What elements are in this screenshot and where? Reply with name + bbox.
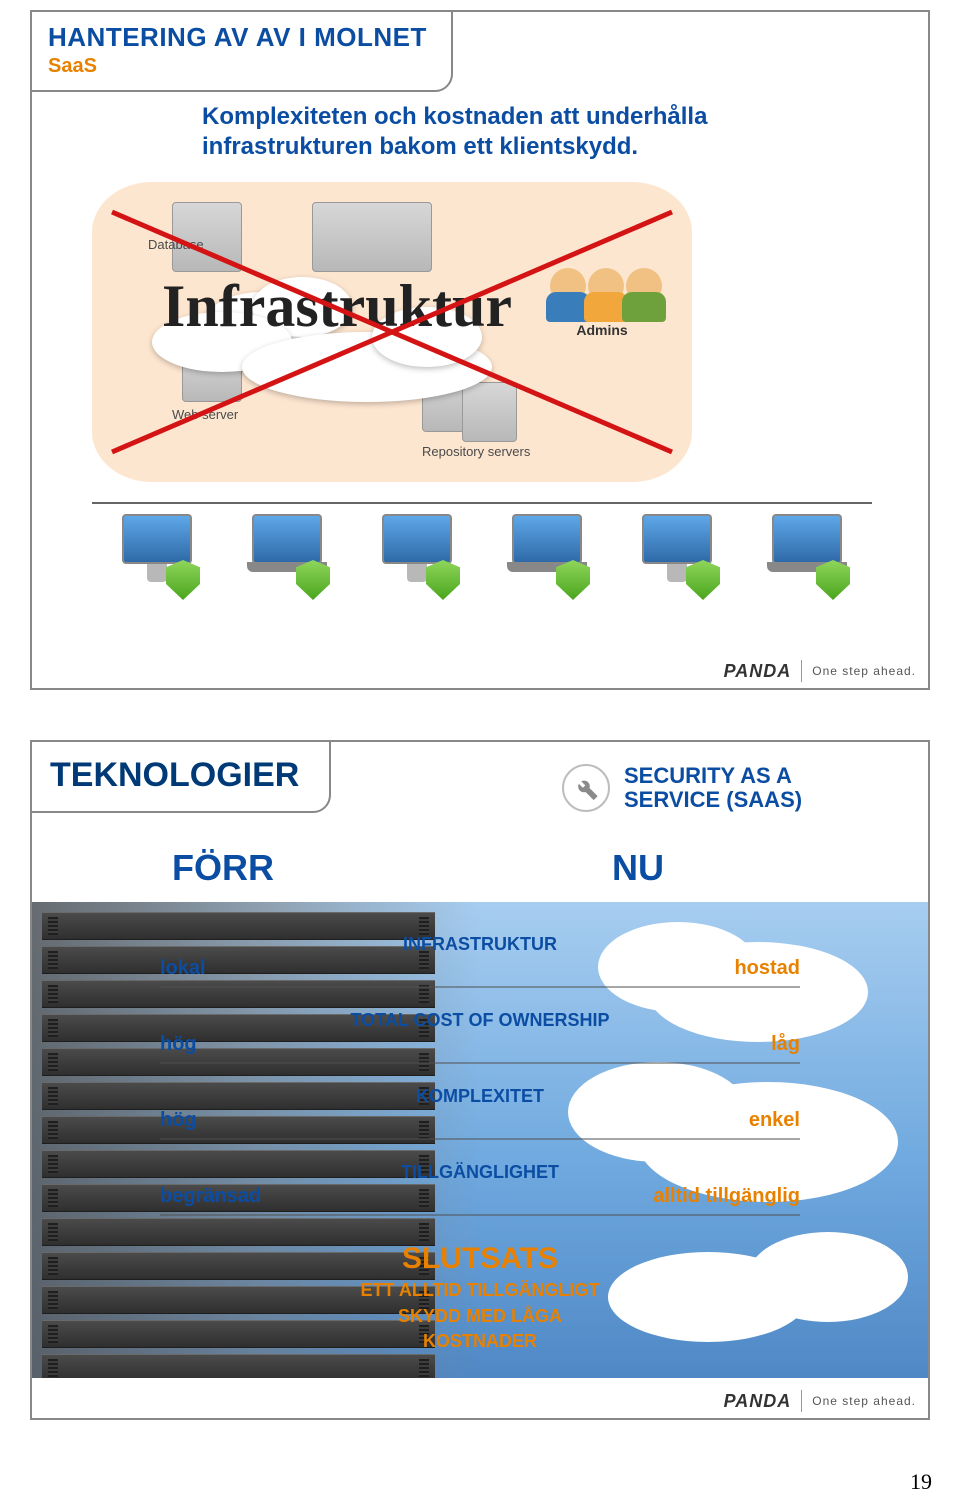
divider <box>160 1062 800 1064</box>
value-left: hög <box>160 1033 197 1056</box>
endpoint-desktop <box>632 514 722 604</box>
brand-logo: PANDA <box>724 1391 792 1412</box>
section-row: lokal hostad <box>160 957 800 980</box>
slide-footer: PANDA One step ahead. <box>724 660 916 682</box>
divider <box>160 986 800 988</box>
shield-icon <box>556 560 590 600</box>
endpoint-laptop <box>762 514 852 604</box>
value-left: hög <box>160 1109 197 1132</box>
section-row: hög låg <box>160 1033 800 1056</box>
brand-tagline: One step ahead. <box>812 664 916 678</box>
section-label: TILLGÄNGLIGHET <box>32 1162 928 1183</box>
footer-separator <box>801 1390 802 1412</box>
slide2-title: TEKNOLOGIER <box>30 740 331 813</box>
value-right: enkel <box>749 1109 800 1132</box>
slide1-title: HANTERING AV AV I MOLNET <box>48 22 427 53</box>
divider <box>160 1138 800 1140</box>
red-cross-icon <box>92 182 692 482</box>
endpoint-desktop <box>112 514 202 604</box>
endpoint-desktop <box>372 514 462 604</box>
security-saas-text: SECURITY AS A SERVICE (SAAS) <box>624 764 802 812</box>
shield-icon <box>296 560 330 600</box>
section-label: TOTAL COST OF OWNERSHIP <box>32 1010 928 1031</box>
brand-tagline: One step ahead. <box>812 1394 916 1408</box>
infrastructure-diagram: Database Web server Repository servers A… <box>92 182 692 482</box>
endpoint-laptop <box>502 514 592 604</box>
column-header-forr: FÖRR <box>172 847 274 889</box>
divider <box>160 1214 800 1216</box>
conclusion-title: SLUTSATS <box>32 1242 928 1276</box>
conclusion-line: ETT ALLTID TILLGÄNGLIGT <box>32 1280 928 1302</box>
slide-2: TEKNOLOGIER SECURITY AS A SERVICE (SAAS)… <box>30 740 930 1420</box>
footer-separator <box>801 660 802 682</box>
value-left: begränsad <box>160 1185 261 1208</box>
column-header-nu: NU <box>612 847 664 889</box>
value-right: hostad <box>734 957 800 980</box>
shield-icon <box>686 560 720 600</box>
shield-icon <box>166 560 200 600</box>
value-left: lokal <box>160 957 206 980</box>
value-right: alltid tillgänglig <box>653 1185 800 1208</box>
slide1-subtitle: SaaS <box>48 55 427 78</box>
shield-icon <box>426 560 460 600</box>
title-box: HANTERING AV AV I MOLNET SaaS <box>30 10 453 92</box>
comparison-table: INFRASTRUKTUR lokal hostad TOTAL COST OF… <box>32 912 928 1353</box>
security-line1: SECURITY AS A <box>624 764 802 788</box>
security-saas-label: SECURITY AS A SERVICE (SAAS) <box>562 764 802 812</box>
slide-1: HANTERING AV AV I MOLNET SaaS Komplexite… <box>30 10 930 690</box>
section-label: KOMPLEXITET <box>32 1086 928 1107</box>
slide-footer: PANDA One step ahead. <box>724 1390 916 1412</box>
brand-logo: PANDA <box>724 661 792 682</box>
endpoint-laptop <box>242 514 332 604</box>
section-row: begränsad alltid tillgänglig <box>160 1185 800 1208</box>
page-number: 19 <box>910 1469 932 1495</box>
security-line2: SERVICE (SAAS) <box>624 788 802 812</box>
value-right: låg <box>771 1033 800 1056</box>
section-label: INFRASTRUKTUR <box>32 934 928 955</box>
section-row: hög enkel <box>160 1109 800 1132</box>
conclusion-line: KOSTNADER <box>32 1331 928 1353</box>
conclusion-line: SKYDD MED LÅGA <box>32 1306 928 1328</box>
page: HANTERING AV AV I MOLNET SaaS Komplexite… <box>0 0 960 1507</box>
shield-icon <box>816 560 850 600</box>
endpoint-row <box>92 502 872 604</box>
wrench-icon <box>562 764 610 812</box>
slide1-body: Komplexiteten och kostnaden att underhål… <box>202 102 842 162</box>
